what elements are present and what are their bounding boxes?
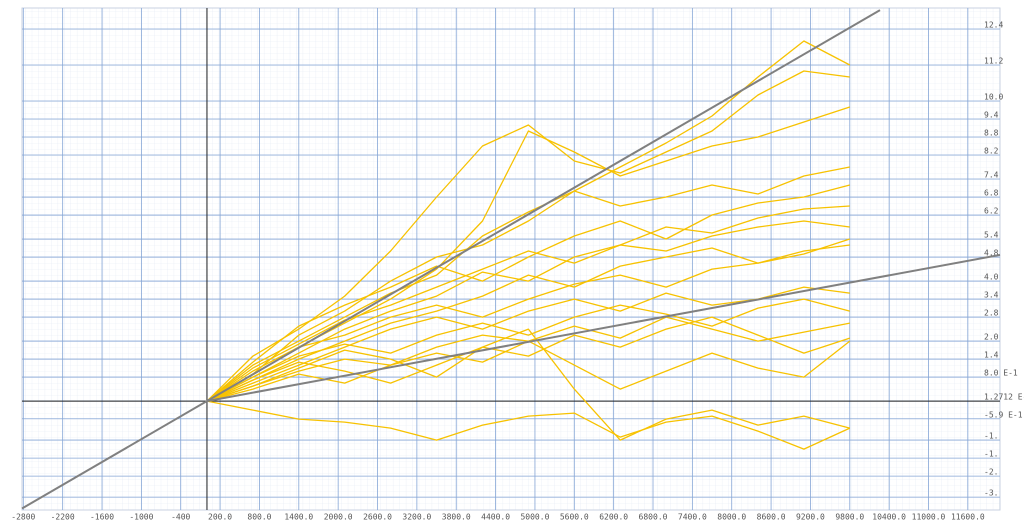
- x-tick-label: 9800.0: [835, 513, 864, 522]
- x-tick-label: 9200.0: [796, 513, 825, 522]
- x-tick-label: 5000.0: [520, 513, 549, 522]
- y-tick-label: 1.4: [984, 351, 999, 360]
- y-tick-label: 1.2712 E-14: [984, 393, 1024, 402]
- x-tick-label: 1400.0: [284, 513, 313, 522]
- y-tick-label: -1.: [984, 450, 998, 459]
- walk-line: [206, 184, 850, 402]
- x-tick-label: 8600.0: [757, 513, 786, 522]
- walk-line: [206, 205, 850, 402]
- walk-line: [206, 286, 850, 402]
- x-tick-label: -2200: [51, 513, 75, 522]
- x-tick-label: 800.0: [247, 513, 271, 522]
- x-tick-label: 7400.0: [678, 513, 707, 522]
- y-tick-label: 7.4: [984, 171, 999, 180]
- x-tick-label: 10400.0: [872, 513, 906, 522]
- y-tick-label: 2.0: [984, 333, 999, 342]
- y-tick-label: 6.2: [984, 207, 999, 216]
- y-tick-label: -5.9 E-1: [984, 410, 1023, 419]
- y-tick-label: 6.8: [984, 189, 999, 198]
- y-tick-label: 4.0: [984, 273, 999, 282]
- x-tick-label: 11600.0: [951, 513, 985, 522]
- minor-grid: [22, 8, 1000, 510]
- x-tick-label: 5600.0: [560, 513, 589, 522]
- walk-line: [206, 220, 850, 402]
- y-tick-label: 2.8: [984, 309, 999, 318]
- y-tick-label: 10.0: [984, 93, 1003, 102]
- walk-line: [206, 238, 851, 402]
- y-tick-label: 8.0 E-1: [984, 369, 1018, 378]
- trend-line: [21, 9, 881, 510]
- x-tick-label: 6200.0: [599, 513, 628, 522]
- x-tick-label: 3200.0: [402, 513, 431, 522]
- y-tick-label: -1.: [984, 432, 998, 441]
- x-tick-label: -1000: [129, 513, 153, 522]
- y-tick-label: 3.4: [984, 291, 999, 300]
- y-tick-label: 5.4: [984, 231, 999, 240]
- y-tick-label: 11.2: [984, 57, 1003, 66]
- y-tick-label: -2.: [984, 468, 998, 477]
- walk-line: [206, 400, 851, 450]
- plot-frame: [21, 7, 1001, 511]
- walk-line: [206, 244, 850, 402]
- y-tick-label: 9.4: [984, 111, 999, 120]
- x-tick-label: -400: [171, 513, 190, 522]
- walk-line: [206, 316, 851, 402]
- x-tick-label: 2600.0: [363, 513, 392, 522]
- x-tick-label: 3800.0: [442, 513, 471, 522]
- x-tick-label: -1600: [90, 513, 114, 522]
- walk-line: [206, 328, 850, 441]
- walk-line: [206, 298, 850, 402]
- x-tick-label: 6800.0: [639, 513, 668, 522]
- trend-line: [206, 253, 1001, 403]
- walk-line: [206, 166, 850, 402]
- x-tick-label: 2000.0: [324, 513, 353, 522]
- x-tick-label: 8000.0: [717, 513, 746, 522]
- x-tick-label: 11000.0: [912, 513, 946, 522]
- x-tick-label: 200.0: [208, 513, 232, 522]
- y-tick-label: 8.8: [984, 129, 999, 138]
- walk-line: [206, 70, 850, 402]
- y-tick-label: -3.: [984, 489, 998, 498]
- x-tick-label: 4400.0: [481, 513, 510, 522]
- x-tick-label: -2800: [11, 513, 35, 522]
- y-tick-label: 8.2: [984, 147, 999, 156]
- y-tick-label: 4.8: [984, 249, 999, 258]
- y-tick-label: 12.4: [984, 21, 1003, 30]
